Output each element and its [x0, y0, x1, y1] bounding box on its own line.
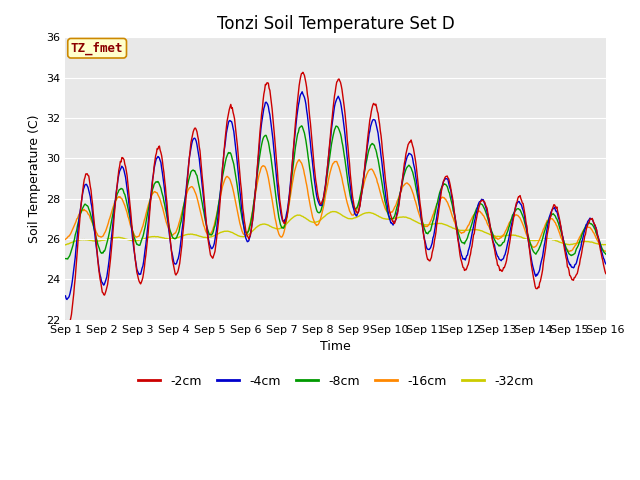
Y-axis label: Soil Temperature (C): Soil Temperature (C): [28, 114, 41, 243]
Text: TZ_fmet: TZ_fmet: [71, 42, 124, 55]
Legend: -2cm, -4cm, -8cm, -16cm, -32cm: -2cm, -4cm, -8cm, -16cm, -32cm: [132, 370, 538, 393]
X-axis label: Time: Time: [320, 340, 351, 353]
Title: Tonzi Soil Temperature Set D: Tonzi Soil Temperature Set D: [217, 15, 454, 33]
